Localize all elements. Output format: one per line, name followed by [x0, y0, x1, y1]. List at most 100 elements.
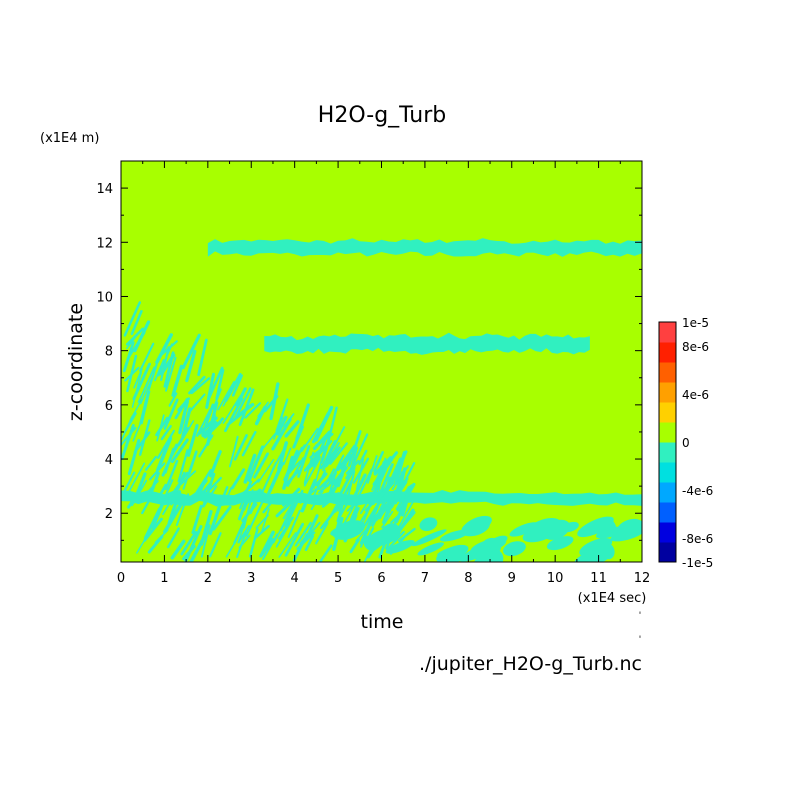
turbulent-streak: [137, 366, 156, 403]
turbulent-streak: [303, 457, 321, 487]
turbulent-streak: [188, 479, 208, 504]
turbulent-streak: [390, 450, 408, 485]
colorbar-frame: [658, 321, 677, 563]
turbulent-streak: [185, 349, 197, 383]
turbulent-streak: [277, 516, 294, 540]
x-axis-label: time: [361, 611, 404, 633]
turbulent-streak: [387, 530, 405, 550]
y-tick-label: 12: [96, 236, 113, 251]
turbulent-streak: [377, 451, 399, 477]
turbulent-streak: [367, 455, 378, 484]
turbulent-streak: [203, 485, 218, 507]
turbulent-streak: [385, 480, 405, 518]
turbulent-streak: [207, 417, 224, 435]
x-tick-label: 8: [464, 571, 472, 586]
turbulent-streak: [346, 496, 362, 512]
turbulent-streak: [156, 414, 165, 442]
turbulent-streak: [188, 375, 206, 395]
turbulent-streak: [375, 501, 394, 522]
turbulent-streak: [300, 427, 319, 453]
x-tick-label: 12: [634, 571, 651, 586]
turbulent-streak: [368, 507, 386, 524]
turbulent-streak: [241, 502, 258, 523]
turbulent-streak: [349, 446, 359, 473]
turbulent-streak: [325, 495, 343, 524]
turbulent-streak: [397, 527, 416, 543]
turbulent-streak: [141, 390, 151, 425]
turbulent-streak: [225, 543, 235, 558]
y-axis-label: z-coordinate: [65, 303, 87, 421]
turbulent-streak: [284, 420, 300, 438]
axis-marker-top: ': [639, 611, 641, 621]
turbulent-streak: [284, 489, 304, 528]
turbulent-streak: [123, 301, 142, 337]
turbulent-streak: [376, 481, 395, 501]
turbulent-streak: [260, 530, 275, 557]
colorbar-label: 0: [682, 436, 690, 450]
colorbar-swatch: [659, 482, 676, 503]
bottom-blob: [470, 538, 507, 554]
colorbar-swatch: [659, 422, 676, 443]
turbulent-streak: [381, 510, 394, 529]
turbulent-streak: [143, 517, 163, 542]
turbulent-streak: [241, 430, 257, 457]
y-tick-label: 10: [96, 290, 113, 305]
turbulent-streak: [212, 505, 232, 531]
turbulent-streak: [315, 522, 329, 545]
turbulent-streak: [304, 534, 315, 552]
turbulent-streak: [257, 458, 275, 483]
turbulent-streak: [163, 351, 175, 388]
turbulent-streak: [147, 535, 164, 554]
turbulent-streak: [335, 493, 347, 531]
colorbar-label: 4e-6: [682, 388, 709, 402]
turbulent-streak: [231, 374, 243, 397]
turbulent-streak: [155, 333, 173, 364]
colorbar-swatch: [659, 542, 676, 563]
turbulent-streak: [212, 388, 222, 410]
colorbar-swatch: [659, 362, 676, 383]
feature-band-near-z-8-shape: [264, 332, 590, 355]
turbulent-streak: [312, 469, 326, 498]
turbulent-streak: [345, 465, 355, 480]
y-tick-label: 14: [96, 182, 113, 197]
turbulent-streak: [238, 534, 251, 549]
turbulent-streak: [320, 439, 331, 464]
colorbar-label: 8e-6: [682, 340, 709, 354]
axis-marker-bottom: ': [639, 635, 641, 645]
turbulent-streak: [287, 509, 301, 538]
turbulent-streak: [324, 446, 341, 468]
turbulent-streak: [254, 524, 270, 539]
colorbar-label: -1e-5: [682, 556, 713, 570]
bottom-blob: [573, 548, 612, 562]
turbulent-streak: [141, 494, 154, 515]
turbulent-streak: [229, 435, 239, 468]
colorbar-swatch: [659, 322, 676, 343]
turbulent-streak: [240, 478, 261, 496]
colorbar-swatch: [659, 342, 676, 363]
turbulent-streak: [129, 398, 143, 422]
turbulent-streak: [157, 483, 168, 500]
turbulent-streak: [311, 412, 330, 444]
turbulent-streak: [133, 320, 151, 353]
turbulent-streak: [230, 468, 246, 490]
turbulent-streak: [124, 412, 137, 432]
bottom-blob: [436, 544, 469, 562]
turbulent-streak: [163, 504, 182, 534]
colorbar-label: -8e-6: [682, 532, 713, 546]
turbulent-streak: [323, 468, 335, 488]
turbulent-streak: [226, 410, 246, 427]
turbulent-streak: [125, 327, 145, 346]
turbulent-streak: [282, 469, 300, 489]
turbulent-streak: [288, 446, 304, 474]
turbulent-streak: [283, 447, 292, 466]
x-tick-label: 5: [334, 571, 342, 586]
turbulent-streak: [324, 476, 342, 504]
colorbar-label: 1e-5: [682, 316, 709, 330]
plot-area: [120, 160, 643, 563]
turbulent-streak: [373, 451, 384, 473]
bottom-blob: [417, 542, 444, 556]
turbulent-streak: [391, 465, 409, 491]
turbulent-streak: [377, 463, 394, 499]
turbulent-streak: [317, 478, 336, 494]
x-tick-label: 9: [508, 571, 516, 586]
